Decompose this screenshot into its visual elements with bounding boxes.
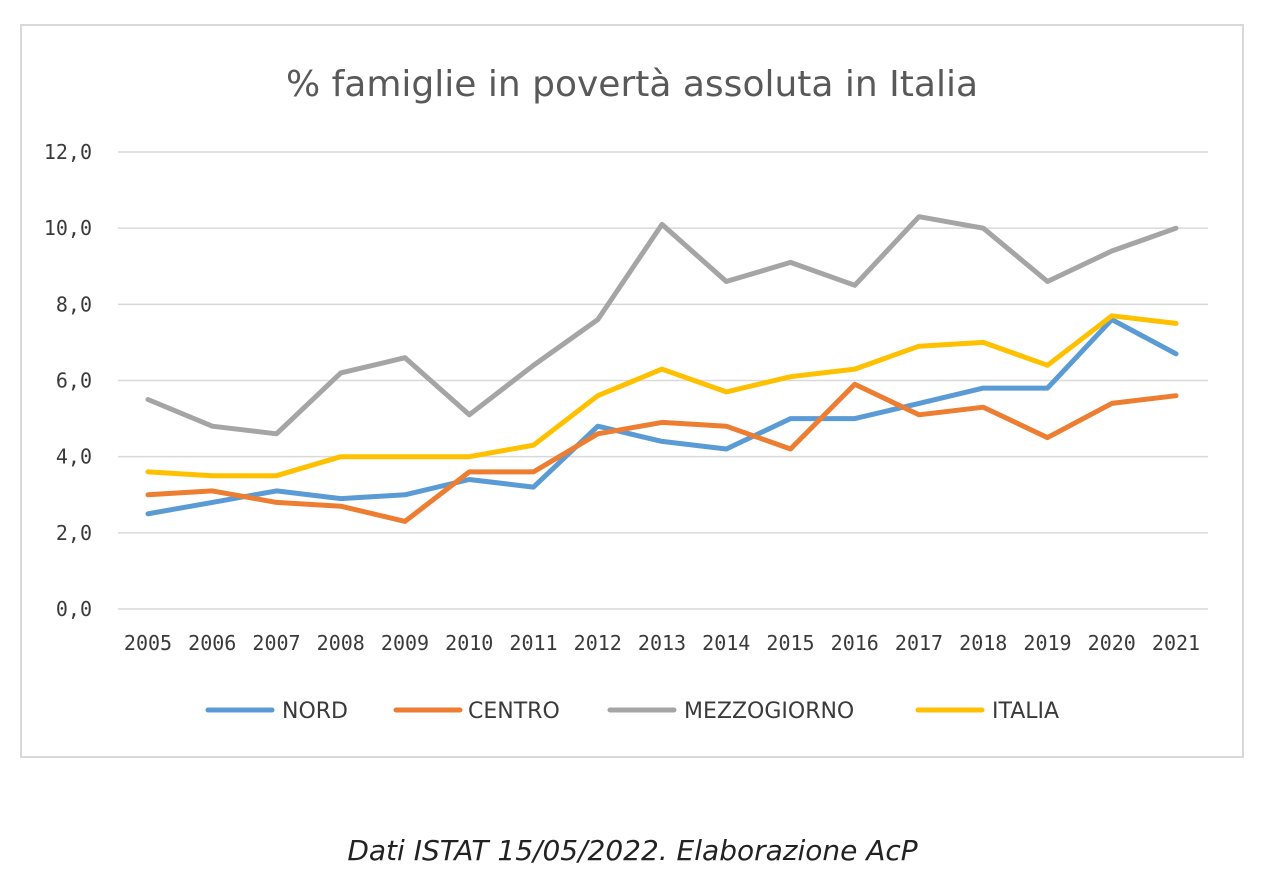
legend-item-mezzogiorno: MEZZOGIORNO: [607, 699, 854, 724]
series-line-centro: [145, 381, 1179, 524]
x-tick-label: 2007: [252, 631, 300, 655]
y-tick-label: 6,0: [56, 369, 92, 393]
series-lines: [145, 214, 1179, 524]
series-line-mezzogiorno: [145, 214, 1179, 437]
x-tick-label: 2008: [317, 631, 365, 655]
x-axis-ticks: 2005 2006 2007 2008 2009 2010 2011 2012 2013 2014…: [124, 631, 1200, 655]
y-tick-label: 12,0: [44, 140, 92, 164]
legend-item-italia: ITALIA: [915, 699, 1059, 724]
caption: Dati ISTAT 15/05/2022. Elaborazione AcP: [347, 834, 918, 867]
x-tick-label: 2014: [702, 631, 750, 655]
gridlines: [118, 151, 1208, 610]
x-tick-label: 2019: [1023, 631, 1071, 655]
x-tick-label: 2011: [509, 631, 557, 655]
y-tick-label: 2,0: [56, 521, 92, 545]
y-tick-label: 10,0: [44, 216, 92, 240]
series-line-nord: [145, 317, 1179, 517]
x-tick-label: 2006: [188, 631, 236, 655]
legend-item-centro: CENTRO: [393, 699, 560, 724]
y-tick-label: 4,0: [56, 445, 92, 469]
x-tick-label: 2005: [124, 631, 172, 655]
y-axis-ticks: 0,0 2,0 4,0 6,0 8,0 10,0 12,0: [44, 140, 92, 621]
x-tick-label: 2012: [574, 631, 622, 655]
legend: NORD CENTRO MEZZOGIORNO ITALIA: [205, 699, 1059, 724]
legend-item-nord: NORD: [205, 699, 348, 724]
x-tick-label: 2018: [959, 631, 1007, 655]
chart-title: % famiglie in povertà assoluta in Italia: [286, 64, 978, 105]
legend-label: MEZZOGIORNO: [684, 699, 854, 724]
x-tick-label: 2013: [638, 631, 686, 655]
x-tick-label: 2016: [831, 631, 879, 655]
x-tick-label: 2010: [445, 631, 493, 655]
x-tick-label: 2015: [766, 631, 814, 655]
y-tick-label: 8,0: [56, 292, 92, 316]
x-tick-label: 2021: [1152, 631, 1200, 655]
chart-frame: [20, 24, 1244, 758]
series-line-italia: [145, 313, 1179, 479]
x-tick-label: 2009: [381, 631, 429, 655]
x-tick-label: 2020: [1088, 631, 1136, 655]
legend-label: CENTRO: [468, 699, 560, 724]
y-tick-label: 0,0: [56, 597, 92, 621]
x-tick-label: 2017: [895, 631, 943, 655]
legend-label: NORD: [282, 699, 348, 724]
legend-label: ITALIA: [992, 699, 1059, 724]
